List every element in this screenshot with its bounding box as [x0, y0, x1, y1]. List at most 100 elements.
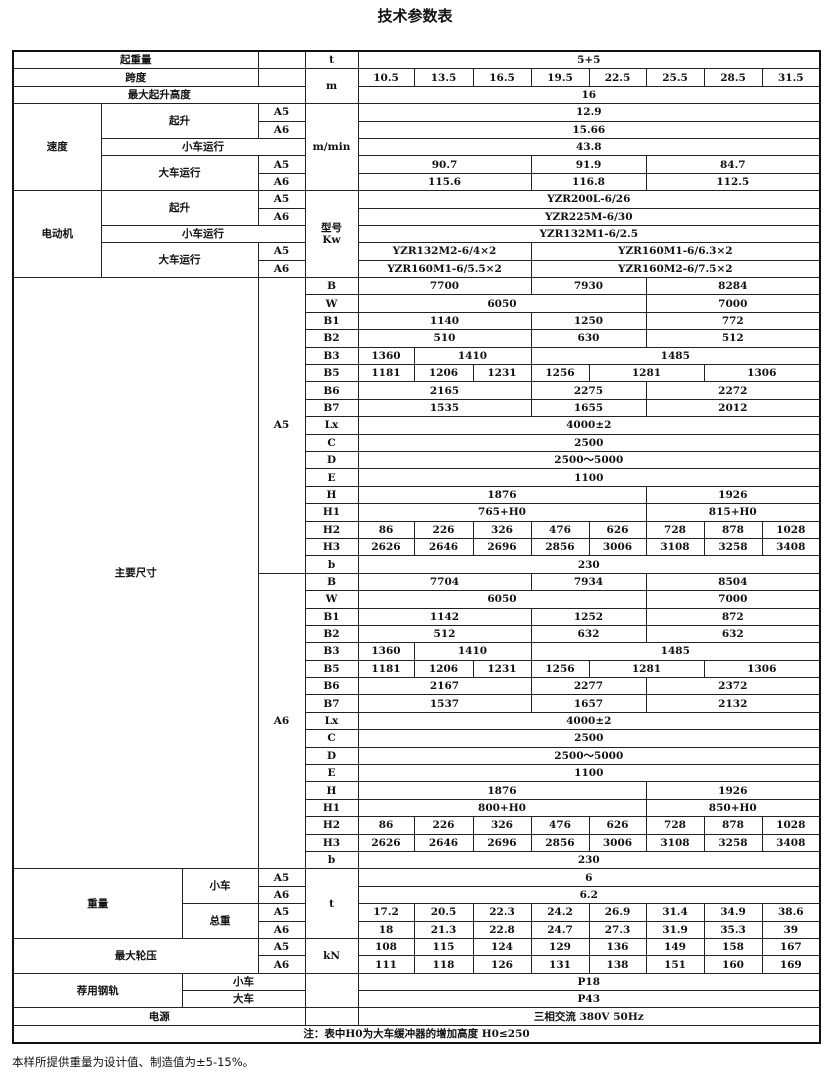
- table-cell: YZR160M1-6/5.5×2: [357, 259, 532, 279]
- table-row: 最大轮压 A5 kN 108 115 124 129 136 149 158 167: [12, 937, 821, 974]
- table-cell: 226: [413, 816, 474, 835]
- table-cell: 116.8: [530, 172, 647, 192]
- table-cell: B: [304, 277, 359, 296]
- table-cell: A6: [257, 172, 306, 192]
- table-cell: 1231: [472, 364, 532, 383]
- table-cell: 151: [645, 955, 705, 974]
- table-cell: 6: [357, 868, 821, 887]
- table-cell: 2646: [413, 833, 474, 852]
- table-row: 电动机 起升 A5 型号 Kw YZR200L-6/26: [12, 190, 821, 279]
- table-cell: 24.2: [530, 903, 590, 922]
- table-cell: 2500～5000: [357, 746, 821, 766]
- table-cell: C: [304, 729, 359, 748]
- table-cell: 7700: [357, 277, 532, 296]
- table-cell: H3: [304, 833, 359, 852]
- table-row: W 6050 7000: [13, 590, 821, 609]
- table-cell: 124: [472, 937, 532, 957]
- table-cell: 39: [761, 920, 821, 939]
- table-cell: 2626: [357, 833, 415, 852]
- table-cell: b: [304, 555, 359, 574]
- table-cell: A6: [257, 207, 306, 226]
- table-cell: 1655: [530, 398, 647, 418]
- table-row: B3 1360 1410 1485: [13, 642, 821, 661]
- table-cell: A6: [257, 572, 306, 870]
- table-cell: m: [304, 68, 359, 105]
- table-row: 速度 起升 A5 m/min 12.9: [12, 103, 821, 192]
- table-cell: 大车运行: [100, 155, 259, 192]
- table-cell: 1028: [761, 520, 821, 539]
- table-cell: E: [304, 764, 359, 783]
- table-cell: A5: [257, 155, 306, 174]
- table-cell: 6050: [357, 294, 647, 313]
- table-cell: H1: [304, 798, 359, 818]
- table-row: D 2500～5000: [13, 746, 821, 766]
- table-cell: 878: [703, 520, 763, 539]
- table-row: 小车运行 YZR132M1-6/2.5: [13, 224, 821, 244]
- table-cell: YZR132M1-6/2.5: [357, 224, 821, 244]
- table-row: A6 B 7704 7934 8504: [13, 572, 821, 870]
- table-cell: H2: [304, 520, 359, 539]
- table-cell: 512: [357, 624, 532, 644]
- table-cell: 4000±2: [357, 416, 821, 435]
- table-cell: B6: [304, 677, 359, 696]
- table-cell: YZR200L-6/26: [357, 190, 821, 209]
- table-cell: t: [304, 868, 359, 939]
- table-cell: 115.6: [357, 172, 532, 192]
- table-cell: A5: [257, 103, 306, 122]
- table-cell: A5: [257, 937, 306, 957]
- table-cell: 电动机: [12, 190, 102, 279]
- table-cell: 138: [588, 955, 647, 974]
- table-cell: 25.5: [645, 68, 705, 87]
- table-cell: E: [304, 468, 359, 487]
- table-cell: 27.3: [588, 920, 647, 939]
- table-cell: 重量: [12, 868, 183, 939]
- table-cell: 800+H0: [357, 798, 647, 818]
- table-cell: P43: [357, 990, 821, 1009]
- table-cell: [257, 50, 306, 70]
- table-cell: 1410: [413, 642, 532, 661]
- table-cell: A6: [257, 955, 306, 974]
- table-cell: Lx: [304, 416, 359, 435]
- table-row: B7 1535 1655 2012: [13, 398, 821, 418]
- table-cell: 4000±2: [357, 711, 821, 731]
- table-cell: YZR160M1-6/6.3×2: [530, 242, 821, 261]
- table-row: B6 2165 2275 2272: [13, 381, 821, 400]
- table-cell: B3: [304, 346, 359, 366]
- table-cell: 2167: [357, 677, 532, 696]
- table-row: H 1876 1926: [13, 781, 821, 800]
- table-cell: 3408: [761, 537, 821, 557]
- table-cell: 230: [357, 555, 821, 574]
- table-cell: 1100: [357, 468, 821, 487]
- table-cell: 230: [357, 850, 821, 870]
- table-cell: 小车: [181, 868, 259, 905]
- table-cell: 21.3: [413, 920, 474, 939]
- table-cell: B7: [304, 398, 359, 418]
- table-cell: 1100: [357, 764, 821, 783]
- table-row: A6 YZR160M1-6/5.5×2 YZR160M2-6/7.5×2: [13, 259, 821, 279]
- table-cell: 荐用钢轨: [12, 972, 183, 1009]
- table-cell: H: [304, 781, 359, 800]
- table-cell: 6.2: [357, 885, 821, 905]
- table-cell: 总重: [181, 903, 259, 939]
- table-row: B5 1181 1206 1231 1256 1281 1306: [13, 659, 821, 679]
- table-cell: 3006: [588, 537, 647, 557]
- table-cell: H1: [304, 503, 359, 522]
- table-cell: 12.9: [357, 103, 821, 122]
- table-row: 最大起升高度 16: [12, 85, 821, 105]
- table-cell: 10.5: [357, 68, 415, 87]
- table-cell: t: [304, 50, 359, 70]
- table-row: B2 512 632 632: [13, 624, 821, 644]
- table-cell: 149: [645, 937, 705, 957]
- table-cell: B5: [304, 659, 359, 679]
- table-cell: A5: [257, 242, 306, 261]
- table-cell: 226: [413, 520, 474, 539]
- table-cell: 31.5: [761, 68, 821, 87]
- table-cell: 728: [645, 816, 705, 835]
- table-cell: D: [304, 746, 359, 766]
- table-cell: 3006: [588, 833, 647, 852]
- table-cell: 728: [645, 520, 705, 539]
- table-cell: 878: [703, 816, 763, 835]
- table-cell: 7000: [645, 294, 821, 313]
- table-cell: 3108: [645, 833, 705, 852]
- table-row: H3 2626 2646 2696 2856 3006 3108 3258 3408: [13, 537, 821, 557]
